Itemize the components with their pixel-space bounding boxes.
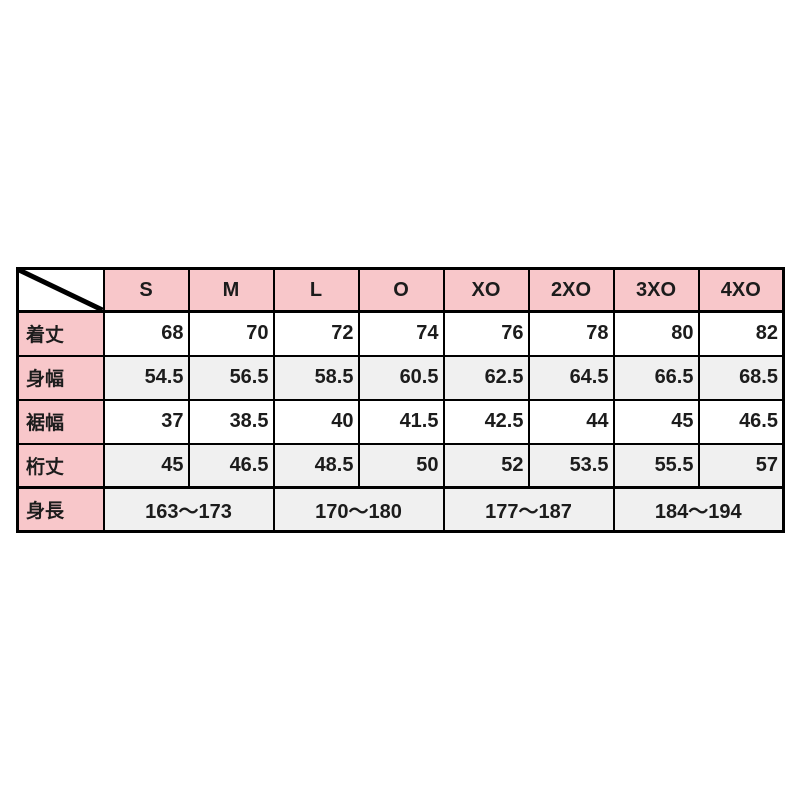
size-header-2xo: 2XO xyxy=(527,267,615,313)
cell-value: 68 xyxy=(102,310,190,357)
corner-cell xyxy=(16,267,105,313)
row-hem-width: 裾幅 37 38.5 40 41.5 42.5 44 45 46.5 xyxy=(16,398,785,445)
cell-value: 76 xyxy=(442,310,530,357)
cell-value: 41.5 xyxy=(357,398,445,445)
cell-value: 68.5 xyxy=(697,354,785,401)
cell-value: 46.5 xyxy=(187,442,275,489)
cell-value: 62.5 xyxy=(442,354,530,401)
cell-value: 40 xyxy=(272,398,360,445)
row-label-body-width: 身幅 xyxy=(16,354,105,401)
cell-value: 64.5 xyxy=(527,354,615,401)
cell-value: 44 xyxy=(527,398,615,445)
cell-value: 72 xyxy=(272,310,360,357)
cell-value: 57 xyxy=(697,442,785,489)
size-header-3xo: 3XO xyxy=(612,267,700,313)
row-body-width: 身幅 54.5 56.5 58.5 60.5 62.5 64.5 66.5 68… xyxy=(16,354,785,401)
cell-value: 48.5 xyxy=(272,442,360,489)
cell-value: 37 xyxy=(102,398,190,445)
cell-value: 70 xyxy=(187,310,275,357)
cell-value: 66.5 xyxy=(612,354,700,401)
header-row: S M L O XO 2XO 3XO 4XO xyxy=(16,267,785,313)
size-chart: S M L O XO 2XO 3XO 4XO 着丈 68 70 72 74 76… xyxy=(16,267,785,533)
height-range-l-o: 170〜180 xyxy=(272,486,445,533)
height-range-3xo-4xo: 184〜194 xyxy=(612,486,785,533)
row-label-hem-width: 裾幅 xyxy=(16,398,105,445)
cell-value: 78 xyxy=(527,310,615,357)
size-chart-table: S M L O XO 2XO 3XO 4XO 着丈 68 70 72 74 76… xyxy=(16,267,785,533)
row-height: 身長 163〜173 170〜180 177〜187 184〜194 xyxy=(16,486,785,533)
height-range-xo-2xo: 177〜187 xyxy=(442,486,615,533)
size-header-s: S xyxy=(102,267,190,313)
size-header-m: M xyxy=(187,267,275,313)
row-label-height: 身長 xyxy=(16,486,105,533)
cell-value: 45 xyxy=(612,398,700,445)
cell-value: 52 xyxy=(442,442,530,489)
cell-value: 56.5 xyxy=(187,354,275,401)
row-body-length: 着丈 68 70 72 74 76 78 80 82 xyxy=(16,310,785,357)
cell-value: 45 xyxy=(102,442,190,489)
diagonal-line-icon xyxy=(19,270,103,310)
cell-value: 80 xyxy=(612,310,700,357)
cell-value: 50 xyxy=(357,442,445,489)
cell-value: 60.5 xyxy=(357,354,445,401)
size-header-o: O xyxy=(357,267,445,313)
row-label-sleeve-length: 桁丈 xyxy=(16,442,105,489)
cell-value: 46.5 xyxy=(697,398,785,445)
size-header-l: L xyxy=(272,267,360,313)
row-sleeve-length: 桁丈 45 46.5 48.5 50 52 53.5 55.5 57 xyxy=(16,442,785,489)
size-header-4xo: 4XO xyxy=(697,267,785,313)
cell-value: 38.5 xyxy=(187,398,275,445)
cell-value: 53.5 xyxy=(527,442,615,489)
cell-value: 42.5 xyxy=(442,398,530,445)
size-header-xo: XO xyxy=(442,267,530,313)
cell-value: 58.5 xyxy=(272,354,360,401)
cell-value: 74 xyxy=(357,310,445,357)
height-range-s-m: 163〜173 xyxy=(102,486,275,533)
row-label-body-length: 着丈 xyxy=(16,310,105,357)
cell-value: 54.5 xyxy=(102,354,190,401)
cell-value: 55.5 xyxy=(612,442,700,489)
cell-value: 82 xyxy=(697,310,785,357)
